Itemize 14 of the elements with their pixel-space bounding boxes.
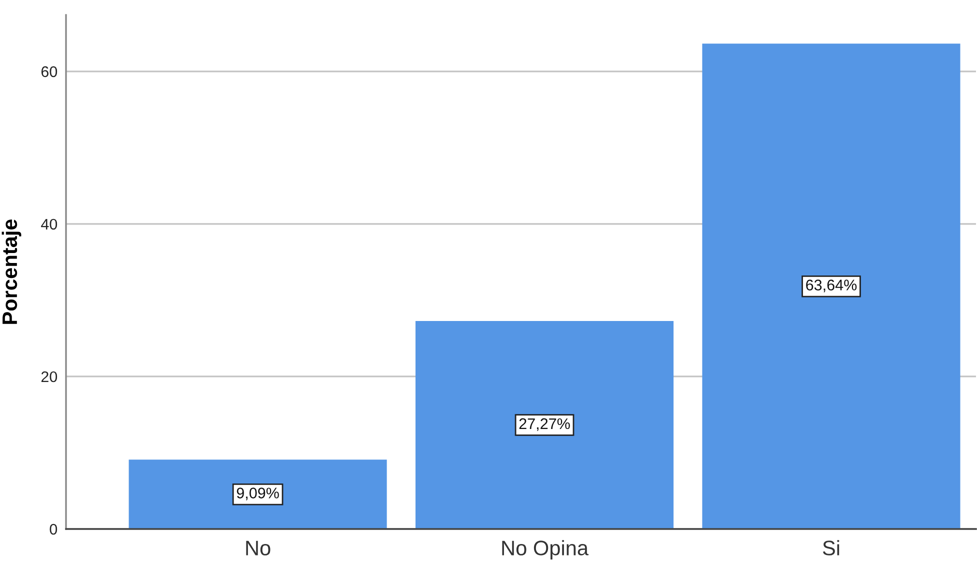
y-axis-title: Porcentaje xyxy=(2,219,22,324)
x-tick-label: No xyxy=(246,540,270,556)
x-tick-label: No Opina xyxy=(502,540,589,560)
x-tick-label: Si xyxy=(822,540,840,556)
y-tick-label: 60 xyxy=(41,66,58,78)
data-label: 9,09% xyxy=(236,488,279,500)
y-tick-label: 40 xyxy=(41,218,58,230)
y-tick-label: 20 xyxy=(41,371,58,382)
data-label: 27,27% xyxy=(519,418,570,431)
bar xyxy=(702,44,960,529)
data-label: 63,64% xyxy=(806,280,857,292)
y-tick-label: 0 xyxy=(50,524,58,535)
bar xyxy=(128,460,387,529)
bar xyxy=(416,321,674,529)
